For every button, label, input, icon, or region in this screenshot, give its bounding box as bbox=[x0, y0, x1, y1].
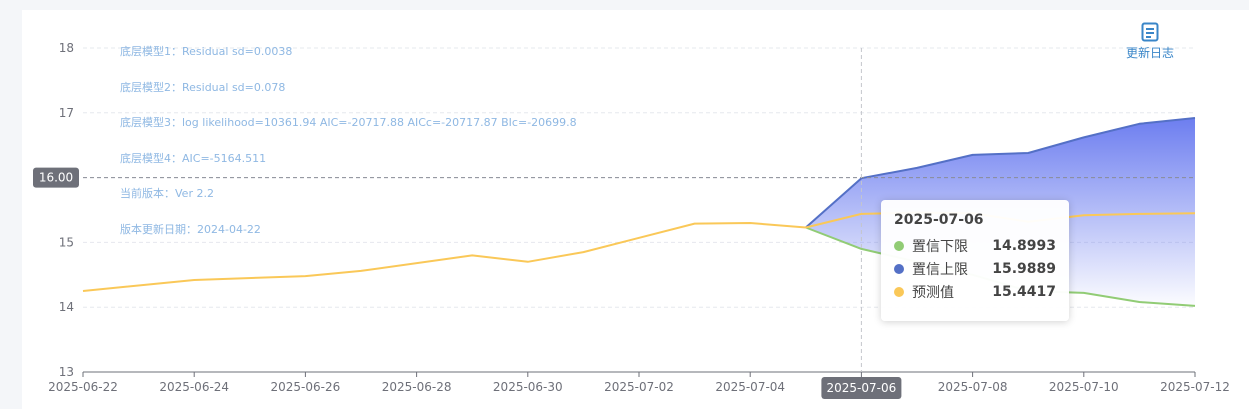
document-icon bbox=[1141, 22, 1159, 42]
model-note: 底层模型2：Residual sd=0.078 bbox=[120, 80, 286, 94]
tooltip-row-upper: 置信上限 15.9889 bbox=[894, 257, 1056, 280]
tooltip-row-value: 15.9889 bbox=[992, 260, 1056, 277]
x-tick-label: 2025-06-30 bbox=[493, 380, 563, 394]
y-tick-label: 17 bbox=[59, 106, 74, 120]
changelog-button[interactable]: 更新日志 bbox=[1122, 22, 1178, 61]
crosshair-y-label: 16.00 bbox=[39, 171, 73, 185]
model-note: 当前版本：Ver 2.2 bbox=[120, 187, 214, 200]
tooltip-row-lower: 置信下限 14.8993 bbox=[894, 234, 1056, 257]
crosshair-x-badge bbox=[821, 377, 902, 399]
crosshair: 16.00 2025-07-06 bbox=[33, 48, 1195, 399]
tooltip-row-value: 15.4417 bbox=[992, 283, 1056, 300]
tooltip-title: 2025-07-06 bbox=[894, 212, 984, 228]
x-tick-label: 2025-07-04 bbox=[715, 380, 785, 394]
tooltip-row-name: 预测值 bbox=[912, 284, 954, 301]
tooltip-row-name: 置信下限 bbox=[912, 238, 968, 255]
x-tick-label: 2025-07-12 bbox=[1160, 380, 1230, 394]
changelog-label: 更新日志 bbox=[1125, 46, 1174, 60]
x-tick-label: 2025-06-24 bbox=[159, 380, 229, 394]
lower-bound-dot bbox=[894, 240, 904, 251]
x-tick-label: 2025-06-22 bbox=[48, 380, 118, 394]
upper-bound-dot bbox=[894, 263, 904, 274]
x-tick-label: 2025-07-10 bbox=[1049, 380, 1119, 394]
x-tick-label: 2025-07-02 bbox=[604, 380, 674, 394]
x-tick-label: 2025-07-08 bbox=[938, 380, 1008, 394]
chart-tooltip: 2025-07-06 置信下限 14.8993 置信上限 15.9889 预测值… bbox=[881, 200, 1069, 321]
x-tick-label: 2025-06-26 bbox=[271, 380, 341, 394]
model-note: 版本更新日期：2024-04-22 bbox=[120, 222, 261, 236]
model-note: 底层模型4：AIC=-5164.511 bbox=[120, 151, 267, 165]
y-tick-label: 14 bbox=[59, 300, 74, 314]
y-tick-label: 15 bbox=[59, 235, 74, 249]
axes: 1314151617182025-06-222025-06-242025-06-… bbox=[48, 41, 1230, 394]
tooltip-row-pred: 预测值 15.4417 bbox=[894, 280, 1056, 303]
tooltip-row-value: 14.8993 bbox=[992, 237, 1056, 254]
crosshair-x-label: 2025-07-06 bbox=[827, 381, 897, 395]
y-tick-label: 18 bbox=[59, 41, 74, 55]
model-note: 底层模型3：log likelihood=10361.94 AIC=-20717… bbox=[120, 116, 577, 129]
prediction-dot bbox=[894, 286, 904, 297]
y-tick-label: 13 bbox=[59, 365, 74, 379]
crosshair-y-badge bbox=[33, 167, 79, 188]
upper-bound-line bbox=[805, 117, 1196, 229]
model-note: 底层模型1：Residual sd=0.0038 bbox=[120, 45, 293, 58]
x-tick-label: 2025-06-28 bbox=[382, 380, 452, 394]
tooltip-row-name: 置信上限 bbox=[912, 261, 968, 278]
